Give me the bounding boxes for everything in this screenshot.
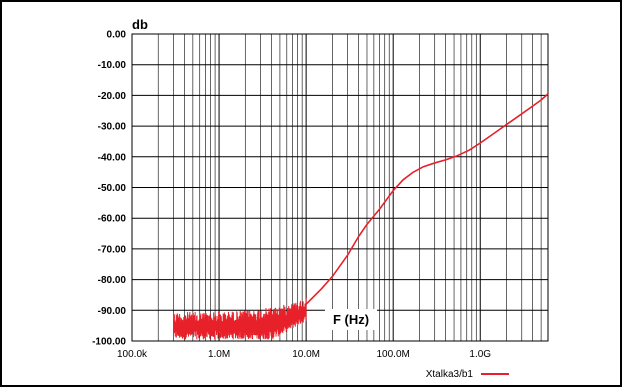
y-tick-label: -50.00 [98, 183, 127, 194]
y-tick-label: 0.00 [107, 30, 127, 41]
y-axis-label: db [132, 17, 148, 32]
x-tick-label: 10.0M [292, 349, 320, 360]
y-tick-label: -30.00 [98, 122, 127, 133]
x-tick-label: 100.0k [117, 349, 148, 360]
y-tick-label: -80.00 [98, 275, 127, 286]
y-tick-label: -60.00 [98, 214, 127, 225]
y-tick-label: -20.00 [98, 91, 127, 102]
x-tick-label: 1.0G [469, 349, 491, 360]
y-tick-label: -40.00 [98, 152, 127, 163]
y-tick-label: -10.00 [98, 60, 127, 71]
y-tick-label: -70.00 [98, 244, 127, 255]
outer-border [1, 1, 621, 386]
x-axis-label: F (Hz) [333, 312, 369, 327]
x-tick-label: 1.0M [208, 349, 230, 360]
x-tick-label: 100.0M [377, 349, 410, 360]
y-tick-label: -100.00 [92, 337, 126, 348]
y-tick-label: -90.00 [98, 306, 127, 317]
legend-label: Xtalka3/b1 [426, 369, 474, 380]
